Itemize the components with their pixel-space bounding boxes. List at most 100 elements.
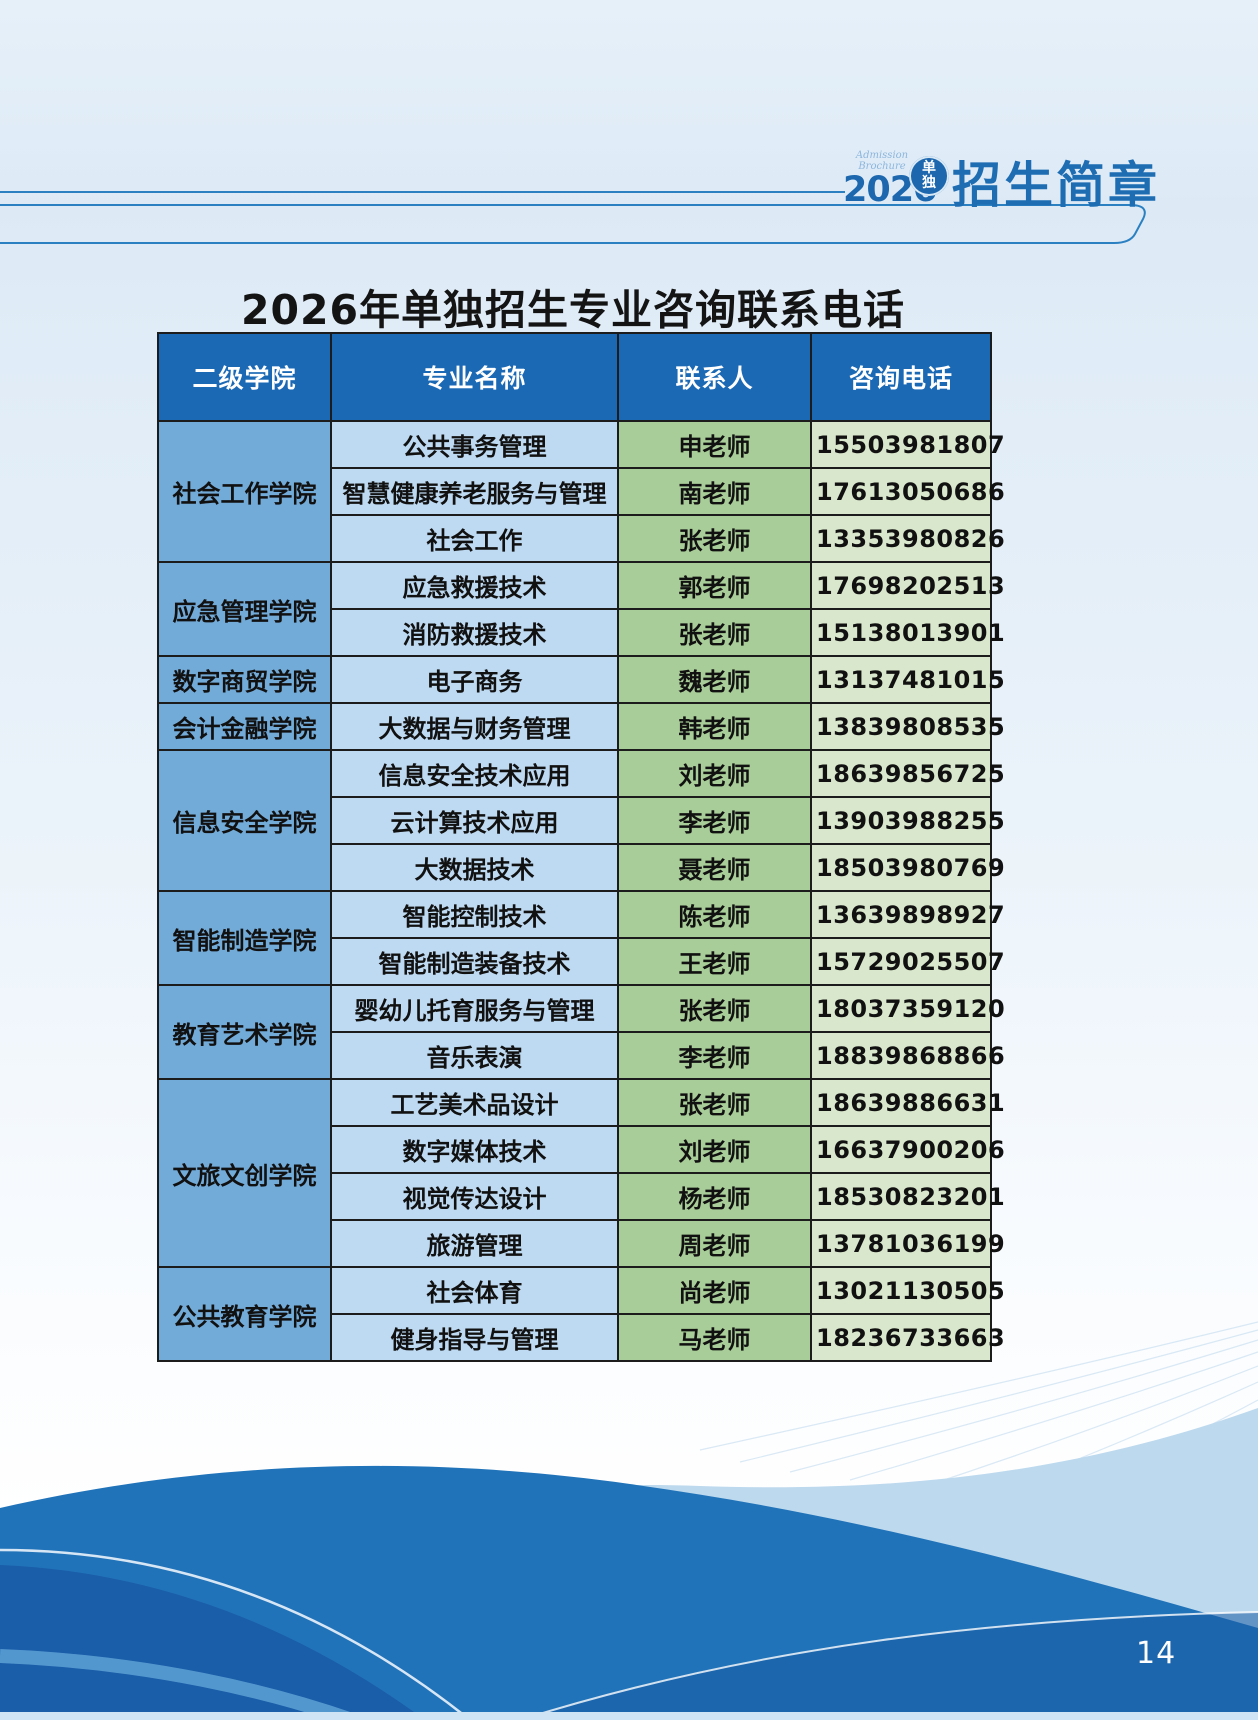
brand-seal-badge: 单 独	[909, 156, 949, 196]
table-row: 教育艺术学院 婴幼儿托育服务与管理 张老师 18037359120	[157, 984, 1005, 1080]
page-number: 14	[1136, 1636, 1177, 1671]
phone-cell: 17698202513	[810, 561, 1005, 610]
table-row: 智慧健康养老服务与管理 南老师 17613050686	[158, 467, 1005, 516]
page-title: 2026年单独招生专业咨询联系电话	[240, 286, 906, 334]
contact-cell: 张老师	[617, 1078, 812, 1127]
contact-cell: 张老师	[617, 514, 812, 563]
phone-cell: 13137481015	[810, 655, 1005, 704]
major-cell: 智慧健康养老服务与管理	[330, 467, 619, 516]
major-cell: 音乐表演	[330, 1031, 619, 1080]
table-header-row: 二级学院 专业名称 联系人 咨询电话	[157, 332, 992, 422]
phone-cell: 13903988255	[810, 796, 1005, 845]
major-cell: 工艺美术品设计	[330, 1078, 619, 1127]
phone-cell: 16637900206	[810, 1125, 1005, 1174]
major-cell: 云计算技术应用	[330, 796, 619, 845]
brand-subtitle-line2: Brochure	[858, 161, 906, 172]
table-row: 会计金融学院 大数据与财务管理 韩老师 13839808535	[157, 702, 1005, 751]
table-row: 云计算技术应用 李老师 13903988255	[158, 796, 1005, 845]
table-row: 视觉传达设计 杨老师 18530823201	[158, 1172, 1005, 1221]
phone-cell: 13839808535	[810, 702, 1005, 751]
major-cell: 电子商务	[330, 655, 619, 704]
header-rule-line	[0, 191, 845, 193]
contact-cell: 李老师	[617, 1031, 812, 1080]
contact-cell: 陈老师	[617, 890, 812, 939]
contact-cell: 南老师	[617, 467, 812, 516]
contact-cell: 马老师	[617, 1313, 812, 1362]
contact-cell: 聂老师	[617, 843, 812, 892]
college-cell: 智能制造学院	[157, 890, 332, 986]
phone-cell: 18639856725	[810, 749, 1005, 798]
phone-cell: 13021130505	[810, 1266, 1005, 1315]
phone-cell: 18839868866	[810, 1031, 1005, 1080]
contact-cell: 杨老师	[617, 1172, 812, 1221]
table-row: 消防救援技术 张老师 15138013901	[158, 608, 1005, 657]
contact-cell: 韩老师	[617, 702, 812, 751]
contact-cell: 张老师	[617, 608, 812, 657]
major-cell: 应急救援技术	[330, 561, 619, 610]
contact-cell: 刘老师	[617, 749, 812, 798]
college-cell: 会计金融学院	[157, 702, 332, 751]
phone-cell: 15729025507	[810, 937, 1005, 986]
phone-cell: 13781036199	[810, 1219, 1005, 1268]
contact-cell: 申老师	[617, 420, 812, 469]
brand-seal-char-bottom: 独	[922, 175, 936, 191]
table-row: 旅游管理 周老师 13781036199	[158, 1219, 1005, 1268]
table-row: 智能制造装备技术 王老师 15729025507	[158, 937, 1005, 986]
contact-cell: 郭老师	[617, 561, 812, 610]
table-row: 音乐表演 李老师 18839868866	[158, 1031, 1005, 1080]
major-cell: 公共事务管理	[330, 420, 619, 469]
header-college: 二级学院	[157, 332, 332, 422]
brand-seal-char-top: 单	[922, 160, 936, 176]
contact-cell: 张老师	[617, 984, 812, 1033]
phone-cell: 17613050686	[810, 467, 1005, 516]
contact-cell: 王老师	[617, 937, 812, 986]
phone-cell: 15138013901	[810, 608, 1005, 657]
college-cell: 应急管理学院	[157, 561, 332, 657]
major-cell: 社会体育	[330, 1266, 619, 1315]
college-cell: 数字商贸学院	[157, 655, 332, 704]
table-row: 公共教育学院 社会体育 尚老师 13021130505	[157, 1266, 1005, 1362]
contact-cell: 周老师	[617, 1219, 812, 1268]
phone-cell: 15503981807	[810, 420, 1005, 469]
college-cell: 社会工作学院	[157, 420, 332, 563]
major-cell: 大数据与财务管理	[330, 702, 619, 751]
header-major: 专业名称	[330, 332, 619, 422]
college-cell: 公共教育学院	[157, 1266, 332, 1362]
phone-cell: 18639886631	[810, 1078, 1005, 1127]
major-cell: 视觉传达设计	[330, 1172, 619, 1221]
header-contact: 联系人	[617, 332, 812, 422]
major-cell: 消防救援技术	[330, 608, 619, 657]
major-cell: 智能制造装备技术	[330, 937, 619, 986]
contact-cell: 刘老师	[617, 1125, 812, 1174]
contact-cell: 魏老师	[617, 655, 812, 704]
major-cell: 大数据技术	[330, 843, 619, 892]
phone-cell: 18530823201	[810, 1172, 1005, 1221]
major-cell: 婴幼儿托育服务与管理	[330, 984, 619, 1033]
major-cell: 健身指导与管理	[330, 1313, 619, 1362]
table-row: 数字商贸学院 电子商务 魏老师 13137481015	[157, 655, 1005, 704]
table-row: 应急管理学院 应急救援技术 郭老师 17698202513	[157, 561, 1005, 657]
table-row: 健身指导与管理 马老师 18236733663	[158, 1313, 1005, 1362]
phone-cell: 18236733663	[810, 1313, 1005, 1362]
major-cell: 智能控制技术	[330, 890, 619, 939]
header-banner-outline	[0, 204, 1146, 244]
phone-cell: 13639898927	[810, 890, 1005, 939]
contact-cell: 李老师	[617, 796, 812, 845]
brand-subtitle-line1: Admission	[855, 150, 909, 161]
college-cell: 信息安全学院	[157, 749, 332, 892]
college-cell: 教育艺术学院	[157, 984, 332, 1080]
major-cell: 社会工作	[330, 514, 619, 563]
table-row: 信息安全学院 信息安全技术应用 刘老师 18639856725	[157, 749, 1005, 892]
college-cell: 文旅文创学院	[157, 1078, 332, 1268]
major-cell: 旅游管理	[330, 1219, 619, 1268]
major-cell: 信息安全技术应用	[330, 749, 619, 798]
bottom-wave-graphic	[0, 1408, 1258, 1720]
brand-title: 招生简章	[952, 156, 1161, 214]
phone-cell: 13353980826	[810, 514, 1005, 563]
table-row: 大数据技术 聂老师 18503980769	[158, 843, 1005, 892]
header-phone: 咨询电话	[810, 332, 992, 422]
phone-cell: 18037359120	[810, 984, 1005, 1033]
contact-table: 二级学院 专业名称 联系人 咨询电话 社会工作学院 公共事务管理 申老师 155…	[157, 332, 1005, 1362]
major-cell: 数字媒体技术	[330, 1125, 619, 1174]
table-row: 智能制造学院 智能控制技术 陈老师 13639898927	[157, 890, 1005, 986]
